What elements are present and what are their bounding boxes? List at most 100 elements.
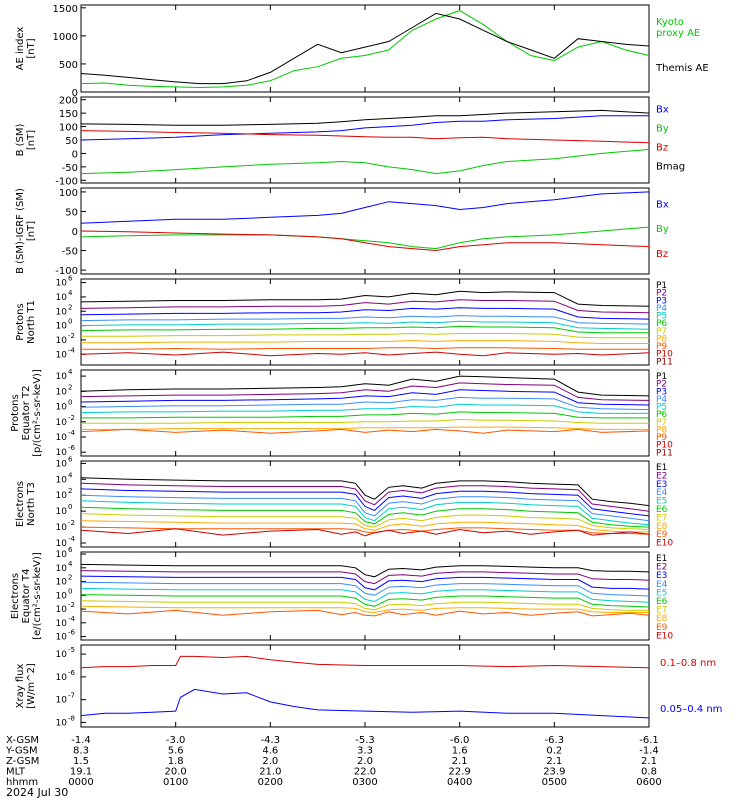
series-line-e8 [80, 520, 649, 533]
legend-entry: P9 [656, 433, 667, 443]
legend-entry: Kyoto [656, 17, 684, 28]
y-tick-label: 10 [56, 279, 68, 289]
series-line-p9 [80, 428, 650, 434]
series-line-p7 [81, 332, 649, 339]
ephemeris-row-label: MLT [6, 767, 26, 778]
y-tick-label: 10 [56, 448, 68, 458]
y-tick-exponent: 2 [68, 303, 72, 311]
y-tick-exponent: 2 [68, 487, 72, 495]
series-line-p6 [81, 411, 649, 419]
y-tick-exponent: -8 [68, 714, 75, 722]
legend-entry: P2 [656, 380, 667, 390]
series-line-p10 [80, 351, 650, 357]
y-tick-label: 10 [56, 293, 68, 303]
y-tick-label: 10 [56, 650, 68, 660]
y-axis-label: [nT] [26, 130, 37, 150]
ephemeris-value: 4.6 [262, 746, 278, 757]
ephemeris-value: 5.6 [168, 746, 184, 757]
y-axis-label: North T1 [26, 300, 37, 344]
y-axis-label: Protons [10, 394, 21, 431]
y-axis-label: Electrons [15, 481, 26, 527]
ephemeris-row-label: hhmm [6, 777, 38, 788]
y-tick-exponent: 0 [68, 503, 72, 511]
y-tick-label: 10 [56, 491, 68, 501]
series-line-e9 [80, 609, 650, 617]
y-tick-label: -50 [62, 247, 78, 258]
legend-entry: P8 [656, 425, 667, 435]
series-line-p1 [80, 375, 650, 397]
series-line-p1 [80, 290, 650, 307]
y-tick-label: 10 [56, 633, 68, 643]
legend-entry: E2 [656, 471, 667, 481]
y-tick-label: 1500 [53, 4, 78, 15]
y-tick-label: 10 [56, 550, 68, 560]
ephemeris-value: 8.3 [73, 746, 89, 757]
y-tick-label: 150 [59, 109, 78, 120]
y-tick-label: 10 [56, 578, 68, 588]
ephemeris-value: 2.1 [546, 756, 562, 767]
y-axis-label: [nT] [26, 38, 37, 58]
ephemeris-value: -4.3 [261, 735, 281, 746]
series-line-e4 [80, 581, 650, 597]
legend-entry: Bz [656, 249, 668, 260]
y-tick-exponent: 6 [68, 455, 73, 463]
legend-entry: E5 [656, 588, 667, 598]
legend-entry: P11 [656, 448, 673, 458]
series-line-e6 [80, 506, 650, 528]
legend-entry: P2 [656, 289, 667, 299]
y-tick-exponent: -2 [68, 414, 75, 422]
series-line-p2 [80, 382, 650, 401]
legend-entry: E3 [656, 571, 667, 581]
legend-entry: E9 [656, 530, 668, 540]
legend-entry: Bx [656, 200, 669, 211]
y-axis-label: [e/(cm²-s-sr-keV)] [32, 552, 43, 640]
series-line-e2 [80, 570, 650, 585]
ephemeris-value: 22.0 [354, 767, 376, 778]
y-tick-exponent: -6 [68, 669, 76, 677]
legend-entry: E6 [656, 597, 668, 607]
y-tick-label: 10 [56, 307, 68, 317]
ephemeris-value: 22.9 [449, 767, 471, 778]
legend-entry: E7 [656, 606, 667, 616]
axis-footer: X-GSM -1.4 -3.0 -4.3 -5.3 -6.0 -6.3 -6.1 Y-GSM 8.… [5, 735, 662, 788]
y-tick-label: 10 [56, 718, 68, 728]
series-line-e1 [80, 477, 650, 507]
legend-entry: E6 [656, 505, 668, 515]
y-tick-label: 10 [56, 564, 68, 574]
legend-entry: E9 [656, 623, 668, 633]
y-tick-label: -100 [55, 266, 78, 277]
legend-entry: P10 [656, 350, 673, 360]
y-tick-label: 10 [56, 387, 68, 397]
y-tick-exponent: 0 [68, 587, 72, 595]
y-tick-label: 10 [56, 696, 68, 706]
series-line-p4 [80, 396, 650, 411]
ephemeris-value: 19.1 [70, 767, 92, 778]
panel-frame [80, 369, 650, 457]
ephemeris-value: -1.4 [639, 746, 659, 757]
ephemeris-value: 0300 [352, 777, 377, 788]
y-tick-label: 10 [56, 673, 68, 683]
ephemeris-value: 0.8 [641, 767, 657, 778]
y-tick-exponent: -4 [68, 429, 76, 437]
ephemeris-value: -6.3 [545, 735, 565, 746]
panel-frame [80, 460, 650, 548]
series-line-bz [80, 230, 650, 252]
y-axis-label: AE index [15, 27, 26, 71]
y-axis-label: Xray flux [15, 664, 26, 709]
y-tick-exponent: -2 [68, 601, 75, 609]
series-line-e7 [80, 513, 650, 530]
y-tick-label: 10 [56, 539, 68, 549]
y-tick-exponent: -2 [68, 332, 75, 340]
y-tick-label: 0 [72, 227, 78, 238]
legend-entry: P1 [656, 372, 667, 382]
series-line-bz [80, 130, 650, 144]
ephemeris-value: 1.6 [452, 746, 468, 757]
series-line-by [80, 226, 650, 250]
legend-entry: E8 [656, 614, 668, 624]
legend-entry: P3 [656, 296, 667, 306]
y-tick-exponent: -4 [68, 346, 76, 354]
ephemeris-value: 1.8 [168, 756, 184, 767]
series-line-p2 [80, 299, 650, 314]
y-tick-label: 100 [59, 188, 78, 199]
